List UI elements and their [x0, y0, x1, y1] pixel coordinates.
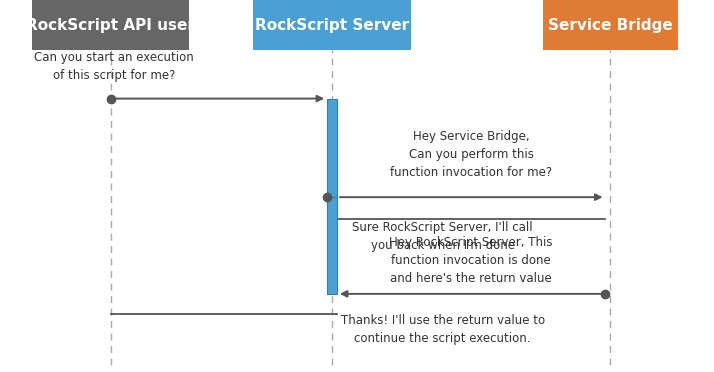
FancyBboxPatch shape	[543, 0, 678, 50]
Text: RockScript Server: RockScript Server	[255, 17, 409, 33]
Text: Service Bridge: Service Bridge	[548, 17, 673, 33]
Text: Sure RockScript Server, I'll call
you back when I'm done: Sure RockScript Server, I'll call you ba…	[353, 221, 533, 252]
Text: Hey RockScript Server, This
function invocation is done
and here's the return va: Hey RockScript Server, This function inv…	[390, 236, 553, 285]
Text: RockScript API user: RockScript API user	[26, 17, 195, 33]
FancyBboxPatch shape	[327, 197, 337, 294]
FancyBboxPatch shape	[32, 0, 189, 50]
Text: Hey RockScript Server,
Can you start an execution
of this script for me?: Hey RockScript Server, Can you start an …	[34, 33, 194, 82]
Text: Thanks! I'll use the return value to
continue the script execution.: Thanks! I'll use the return value to con…	[341, 314, 545, 345]
FancyBboxPatch shape	[253, 0, 411, 50]
Text: Hey Service Bridge,
Can you perform this
function invocation for me?: Hey Service Bridge, Can you perform this…	[390, 130, 553, 179]
FancyBboxPatch shape	[327, 99, 337, 197]
